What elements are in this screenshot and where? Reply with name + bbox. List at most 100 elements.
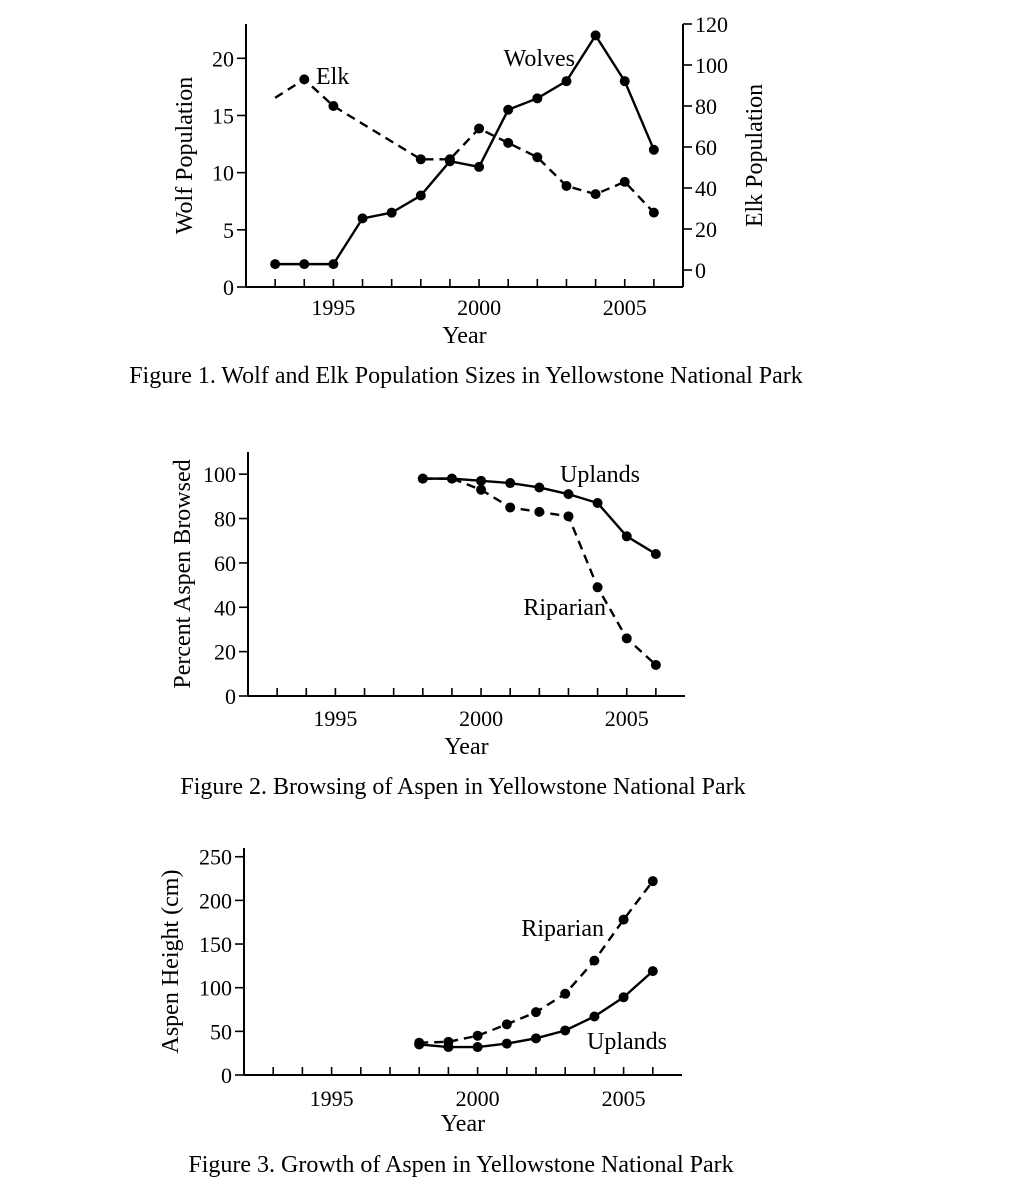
y-tick-label: 0 (223, 275, 234, 300)
figure-caption: Figure 3. Growth of Aspen in Yellowstone… (188, 1152, 733, 1178)
figure-2: 1995 2000 2005 0 20 40 60 80 100 Year Percent Aspe… (170, 452, 746, 800)
data-point-wolves (386, 207, 397, 218)
y-tick-label: 150 (199, 932, 232, 957)
data-point-elk (299, 74, 310, 85)
y-tick-label: 80 (214, 507, 236, 532)
y-tick-label: 40 (214, 595, 236, 620)
data-point-riparian (589, 955, 600, 966)
x-axis-label: Year (441, 1111, 485, 1137)
y2-tick-label: 100 (695, 53, 728, 78)
figure-3: 1995 2000 2005 0 50 100 150 200 250 Year Aspen Hei… (158, 845, 734, 1178)
data-point-elk (474, 123, 485, 134)
y2-tick-label: 0 (695, 258, 706, 283)
data-point-uplands (476, 475, 487, 486)
x-tick-label: 1995 (311, 295, 355, 320)
y2-tick-label: 60 (695, 135, 717, 160)
y-tick-label: 60 (214, 551, 236, 576)
data-point-riparian (417, 473, 428, 484)
series-label-uplands: Uplands (587, 1029, 667, 1055)
data-point-riparian (563, 511, 574, 522)
data-point-wolves (503, 104, 514, 115)
series-line-wolves (275, 33, 655, 266)
series-label-wolves: Wolves (504, 46, 575, 72)
data-point-wolves (328, 259, 339, 270)
data-point-uplands (505, 478, 516, 489)
series-line-riparian (422, 477, 657, 666)
x-axis-label: Year (444, 734, 488, 760)
data-point-riparian (560, 988, 571, 999)
data-point-wolves (299, 259, 310, 270)
data-point-riparian (534, 506, 545, 517)
data-point-elk (590, 189, 601, 200)
figure-1: 1995 2000 2005 0 5 10 15 20 0 20 40 60 80 100 120 Elk P… (129, 12, 803, 389)
data-point-riparian (650, 659, 661, 670)
data-point-riparian (472, 1030, 483, 1041)
y-tick-label: 20 (212, 46, 234, 71)
x-tick-label: 2005 (603, 295, 647, 320)
y-tick-label: 0 (225, 684, 236, 709)
data-point-uplands (592, 498, 603, 509)
data-point-uplands (589, 1011, 600, 1022)
data-point-elk (619, 176, 630, 187)
x-tick-label: 2000 (457, 295, 501, 320)
y2-tick-label: 40 (695, 176, 717, 201)
series-label-riparian: Riparian (523, 595, 606, 621)
data-point-wolves (474, 161, 485, 172)
y2-axis-label: Elk Population (742, 84, 768, 227)
data-point-wolves (561, 76, 572, 87)
data-point-uplands (414, 1039, 425, 1050)
data-point-wolves (590, 30, 601, 41)
data-point-elk (415, 154, 426, 165)
data-point-elk (503, 137, 514, 148)
y-tick-label: 20 (214, 640, 236, 665)
x-axis-label: Year (442, 323, 486, 349)
y-axis-label: Percent Aspen Browsed (170, 459, 196, 688)
data-point-uplands (443, 1042, 454, 1053)
x-tick-label: 1995 (310, 1086, 354, 1111)
y-tick-label: 50 (210, 1019, 232, 1044)
data-point-riparian (446, 473, 457, 484)
figure-caption: Figure 2. Browsing of Aspen in Yellowsto… (180, 774, 745, 800)
data-point-wolves (270, 259, 281, 270)
series-line-elk (274, 77, 655, 214)
data-point-uplands (647, 966, 658, 977)
x-tick-label: 2000 (459, 706, 503, 731)
data-point-riparian (618, 914, 629, 925)
data-point-elk (532, 152, 543, 163)
data-point-riparian (505, 502, 516, 513)
x-tick-label: 2005 (602, 1086, 646, 1111)
data-point-riparian (592, 582, 603, 593)
data-point-uplands (560, 1025, 571, 1036)
data-point-riparian (647, 876, 658, 887)
data-point-wolves (532, 93, 543, 104)
y2-tick-label: 20 (695, 217, 717, 242)
data-point-uplands (534, 482, 545, 493)
y-tick-label: 0 (221, 1063, 232, 1088)
y-tick-label: 15 (212, 103, 234, 128)
data-point-uplands (618, 992, 629, 1003)
x-tick-label: 2000 (456, 1086, 500, 1111)
data-point-uplands (472, 1042, 483, 1053)
data-point-elk (328, 101, 339, 111)
figure-caption: Figure 1. Wolf and Elk Population Sizes … (129, 363, 803, 389)
y2-tick-label: 80 (695, 94, 717, 119)
data-point-uplands (563, 489, 574, 500)
data-point-wolves (648, 144, 659, 155)
x-tick-label: 2005 (605, 706, 649, 731)
x-tick-label: 1995 (313, 706, 357, 731)
y-tick-label: 5 (223, 218, 234, 243)
series-line-riparian (419, 880, 654, 1044)
data-point-wolves (619, 76, 630, 87)
data-point-riparian (501, 1019, 512, 1030)
y-axis-label: Aspen Height (cm) (158, 870, 184, 1054)
y-axis-label: Wolf Population (172, 77, 198, 234)
y-tick-label: 250 (199, 845, 232, 870)
data-point-wolves (415, 190, 426, 201)
data-point-wolves (357, 213, 368, 224)
data-point-uplands (650, 549, 661, 560)
y2-tick-label: 120 (695, 12, 728, 37)
data-point-elk (561, 180, 572, 191)
y-tick-label: 100 (199, 976, 232, 1001)
data-point-elk (444, 154, 455, 165)
